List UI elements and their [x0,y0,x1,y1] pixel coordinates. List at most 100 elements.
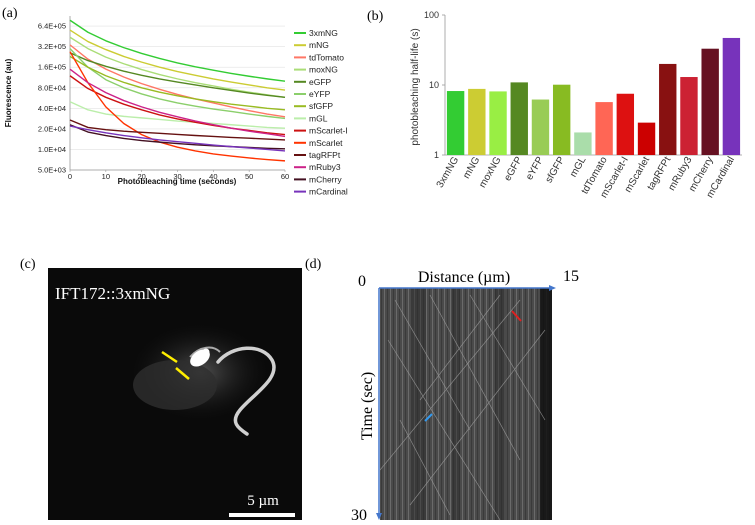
line-series-eGFP [69,52,286,99]
line-series-mGL [69,101,286,129]
line-chart-series [69,19,286,162]
line-chart-x-tick-label: 40 [209,172,217,181]
kymograph-y-end: 30 [351,507,367,524]
legend-label-mNG: mNG [309,40,329,50]
legend-label-mScarlet: mScarlet [309,138,343,148]
panel-label-a: (a) [2,6,18,21]
panel-label-d: (d) [305,257,322,272]
panel-label-c: (c) [20,257,36,272]
bar-chart-bars [446,37,741,155]
flagellum-base [189,346,221,358]
line-series-mNG [69,29,286,91]
bar-chart-y-tick-label: 100 [424,10,439,20]
line-chart-y-tick-label: 6.4E+05 [38,22,66,31]
bar-chart-y-label: photobleaching half-life (s) [410,28,421,145]
bar-category-label: mGL [568,155,589,180]
kymograph-x-start: 0 [358,273,366,290]
line-chart-legend: 3xmNG mNG tdTomato moxNG eGFP eYFP sfGFP mGL mSc… [294,28,348,197]
line-series-sfGFP [69,55,286,111]
kymograph-dark-band-3 [495,288,505,520]
line-chart-y-tick-label: 8.0E+04 [38,83,66,92]
kymograph-x-end: 15 [563,268,579,285]
line-chart-y-tick-label: 1.0E+04 [38,145,66,154]
bar-moxNG [489,91,507,155]
line-series-3xmNG [69,19,286,82]
legend-label-3xmNG: 3xmNG [309,28,338,38]
line-series-tdTomato [69,44,286,118]
kymograph-dark-band-2 [452,288,460,520]
legend-label-mScarlet-I: mScarlet-I [309,126,348,136]
kymograph-image [380,288,552,520]
kymograph-edge [540,288,552,520]
line-chart-x-tick-label: 30 [173,172,181,181]
line-chart-x-ticks: 0 10 20 30 40 50 60 [68,170,289,181]
kymograph-x-arrowhead [549,285,556,291]
legend-label-tagRFPt: tagRFPt [309,150,341,160]
kymograph-panel: Distance (µm) 0 15 Time (sec) 30 [351,268,579,524]
line-chart-y-ticks: 6.4E+05 3.2E+05 1.6E+05 8.0E+04 4.0E+04 2.0E+… [38,22,66,175]
line-chart-x-tick-label: 60 [281,172,289,181]
panel-label-b: (b) [367,9,384,24]
line-series-mScarlet [69,51,286,162]
line-chart-y-tick-label: 5.0E+03 [38,166,66,175]
bar-category-label: eGFP [502,155,525,183]
marker-arrow-2 [175,367,190,380]
red-arrow-marker [511,310,522,322]
bar-category-label: sfGFP [544,155,568,185]
flagellum [216,346,276,436]
bar-mCherry [701,48,719,155]
bar-chart-y-tick-label: 10 [429,80,439,90]
kymograph-y-label: Time (sec) [359,372,376,440]
bar-mScarlet-I [616,93,635,155]
bar-mCardinal [722,37,741,155]
legend-label-mCardinal: mCardinal [309,187,348,197]
legend-label-sfGFP: sfGFP [309,101,333,111]
bar-category-label: mNG [461,155,482,181]
bar-sfGFP [552,84,571,155]
legend-label-tdTomato: tdTomato [309,52,344,62]
legend-label-moxNG: moxNG [309,65,338,75]
kymograph-x-label: Distance (µm) [418,269,510,286]
bar-chart-y-tick-label: 1 [434,150,439,160]
line-chart-x-tick-label: 0 [68,172,72,181]
line-chart-y-tick-label: 3.2E+05 [38,42,66,51]
line-series-tagRFPt [69,119,286,141]
micrograph-label: IFT172::3xmNG [55,284,170,303]
line-series-mScarlet-I [69,75,286,136]
kymograph-traces [379,294,546,521]
bar-mGL [574,132,592,155]
line-chart-x-tick-label: 50 [245,172,253,181]
bar-tagRFPt [659,63,677,155]
line-chart-x-tick-label: 20 [137,172,145,181]
bar-eYFP [531,99,550,155]
bar-mNG [468,88,486,155]
scale-bar [229,513,295,517]
legend-label-mCherry: mCherry [309,174,342,184]
line-chart-y-tick-label: 1.6E+05 [38,63,66,72]
bar-chart-y-ticks: 100 10 1 [424,10,445,160]
scale-bar-label: 5 µm [247,493,279,509]
line-series-eYFP [69,48,286,120]
line-chart-y-tick-label: 4.0E+04 [38,104,66,113]
bar-mScarlet [637,122,656,155]
bar-mRuby3 [680,77,698,155]
bar-tdTomato [595,102,613,155]
line-series-mRuby3 [69,68,286,138]
legend-label-eYFP: eYFP [309,89,331,99]
legend-label-mGL: mGL [309,113,328,123]
bright-spot [202,348,210,356]
bar-category-label: eYFP [524,155,546,182]
micrograph-panel: IFT172::3xmNG 5 µm [48,268,302,520]
line-chart-y-tick-label: 2.0E+04 [38,124,66,133]
legend-label-eGFP: eGFP [309,77,332,87]
line-chart-photobleaching: 6.4E+05 3.2E+05 1.6E+05 8.0E+04 4.0E+04 2.0E+… [4,16,348,197]
bar-eGFP [510,82,528,155]
bar-category-label: 3xmNG [435,155,462,190]
line-chart-x-label: Photobleaching time (seconds) [118,177,237,186]
marker-arrow-1 [161,350,178,364]
line-series-mCherry [69,124,286,150]
cell-body [133,360,217,410]
